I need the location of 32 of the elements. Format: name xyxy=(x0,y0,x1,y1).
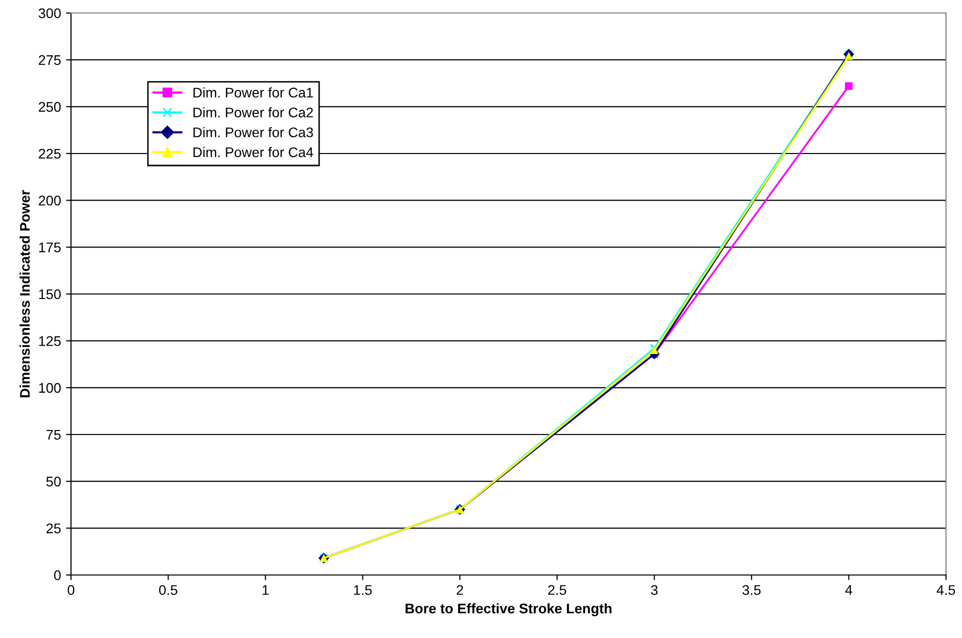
legend-label: Dim. Power for Ca1 xyxy=(194,87,313,98)
y-tick-label: 100 xyxy=(39,383,61,393)
y-tick-label: 250 xyxy=(38,102,61,112)
y-axis-title: Dimensionless Indicated Power xyxy=(20,190,30,398)
point xyxy=(844,82,853,90)
y-tick-label: 275 xyxy=(38,55,61,66)
y-tick-label: 0 xyxy=(54,570,61,580)
legend-label: Dim. Power for Ca4 xyxy=(194,146,314,158)
x-tick-label: 4.5 xyxy=(936,585,956,595)
x-tick-label: 1.5 xyxy=(354,585,372,595)
y-tick-label: 125 xyxy=(39,336,61,346)
y-tick-label: 150 xyxy=(39,289,61,300)
x-tick-label: 0 xyxy=(68,585,74,595)
legend-label: Dim. Power for Ca2 xyxy=(194,107,313,118)
x-tick-label: 3 xyxy=(651,585,658,595)
y-tick-label: 300 xyxy=(38,8,61,18)
y-tick-label: 25 xyxy=(46,524,61,534)
point xyxy=(650,346,658,354)
x-tick-label: 4 xyxy=(845,585,852,595)
point xyxy=(844,52,853,60)
y-tick-label: 200 xyxy=(38,196,61,206)
x-tick-label: 1 xyxy=(262,585,269,595)
y-tick-label: 50 xyxy=(46,476,61,487)
x-tick-label: 2 xyxy=(456,585,464,595)
y-tick-label: 225 xyxy=(38,148,61,159)
y-tick-label: 175 xyxy=(39,242,61,252)
x-tick-label: 0.5 xyxy=(159,585,178,595)
y-tick-label: 75 xyxy=(46,430,61,440)
x-tick-label: 2.5 xyxy=(548,585,566,595)
x-axis-title: Bore to Effective Stroke Length xyxy=(406,603,612,616)
legend-label: Dim. Power for Ca3 xyxy=(194,127,313,138)
x-tick-label: 3.5 xyxy=(742,585,761,595)
